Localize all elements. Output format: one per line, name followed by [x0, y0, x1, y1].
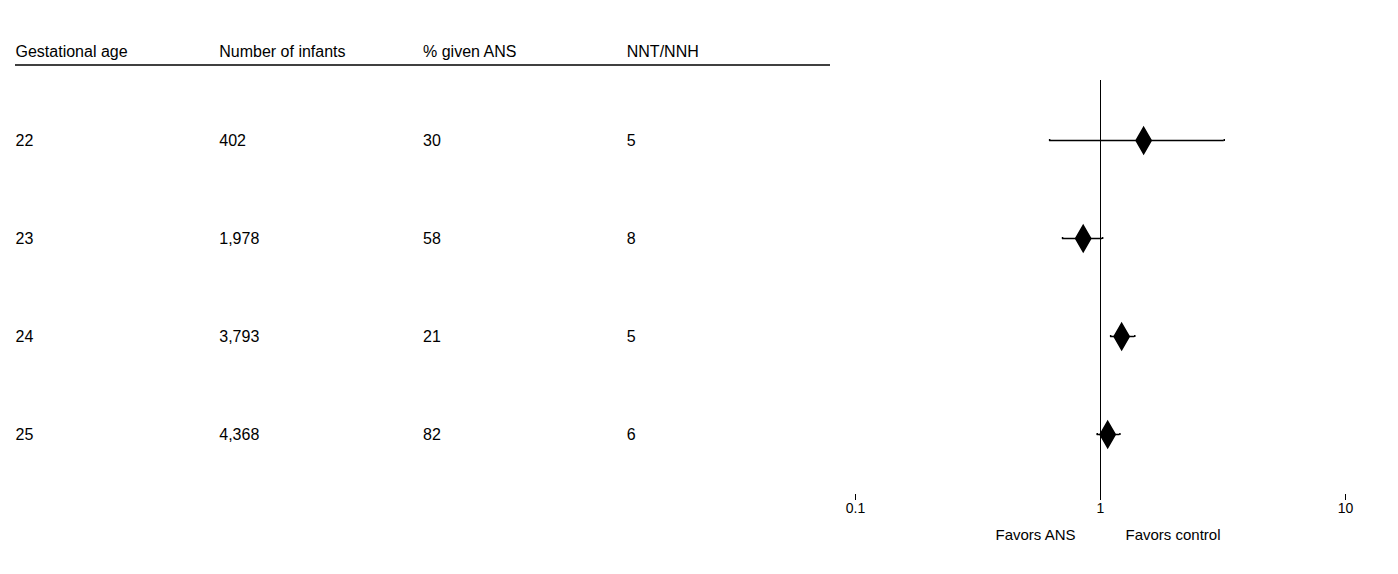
svg-text:6: 6	[627, 426, 636, 443]
svg-text:8: 8	[627, 230, 636, 247]
svg-text:3,793: 3,793	[219, 328, 259, 345]
svg-text:30: 30	[423, 132, 441, 149]
svg-text:4,368: 4,368	[219, 426, 259, 443]
svg-text:22: 22	[16, 132, 34, 149]
svg-text:NNT/NNH: NNT/NNH	[627, 43, 699, 60]
svg-text:0.1: 0.1	[846, 500, 866, 516]
svg-text:5: 5	[627, 132, 636, 149]
svg-text:10: 10	[1338, 500, 1354, 516]
svg-text:82: 82	[423, 426, 441, 443]
svg-text:Gestational age: Gestational age	[16, 43, 128, 60]
svg-text:21: 21	[423, 328, 441, 345]
svg-text:24: 24	[16, 328, 34, 345]
svg-text:1: 1	[1097, 500, 1105, 516]
svg-text:58: 58	[423, 230, 441, 247]
svg-text:25: 25	[16, 426, 34, 443]
svg-text:Number of infants: Number of infants	[219, 43, 345, 60]
svg-text:23: 23	[16, 230, 34, 247]
svg-text:5: 5	[627, 328, 636, 345]
svg-text:Favors ANS: Favors ANS	[995, 526, 1075, 543]
svg-text:Favors control: Favors control	[1126, 526, 1221, 543]
svg-text:1,978: 1,978	[219, 230, 259, 247]
svg-text:402: 402	[219, 132, 246, 149]
svg-text:% given ANS: % given ANS	[423, 43, 516, 60]
